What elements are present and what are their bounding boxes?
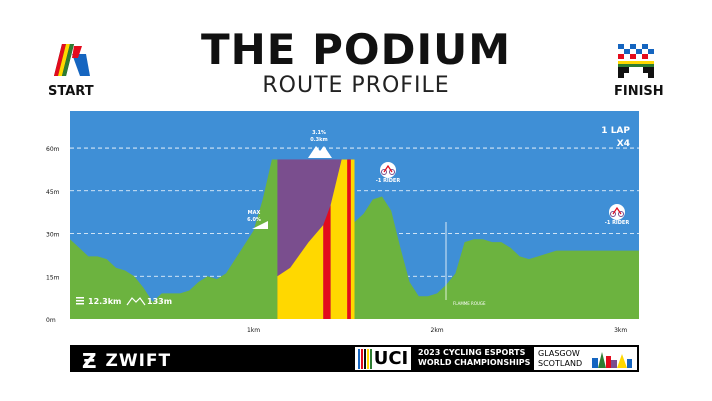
distance-value: 12.3km <box>88 297 121 306</box>
mountain-icon <box>308 146 332 158</box>
climb-red-section <box>323 205 331 319</box>
max-grade: 6.0% <box>247 217 261 223</box>
route-title: THE PODIUM <box>201 25 511 74</box>
y-tick-label: 15m <box>46 274 60 281</box>
route-profile-chart: 0m 15m 30m 45m 60m 1km 2km 3km 1 LAP X4 3.1% 0… <box>46 111 639 334</box>
rider-drop-label-1: -1 RIDER <box>376 178 401 184</box>
uci-wordmark: UCI <box>373 348 409 369</box>
x-tick-label: 1km <box>247 327 260 334</box>
uci-logo: UCI <box>355 347 411 370</box>
route-subtitle: ROUTE PROFILE <box>262 73 450 98</box>
glasgow-line-2: SCOTLAND <box>538 359 583 368</box>
summit-grade: 3.1% <box>312 130 326 136</box>
finish-label: FINISH <box>614 84 664 99</box>
distance-icon <box>76 297 84 305</box>
x-tick-label: 2km <box>431 327 444 334</box>
climb-yellow-section <box>277 224 324 319</box>
zwift-wordmark: ZWIFT <box>105 351 172 371</box>
x-tick-label: 3km <box>614 327 627 334</box>
climb-red-section <box>347 159 351 319</box>
start-label: START <box>48 84 94 99</box>
championship-line-2: WORLD CHAMPIONSHIPS <box>418 358 531 367</box>
glasgow-skyline-icon <box>592 352 632 368</box>
y-tick-label: 45m <box>46 189 60 196</box>
elevation-value: 133m <box>147 297 172 306</box>
rider-drop-label-2: -1 RIDER <box>605 220 630 226</box>
elevation-icon <box>126 297 146 306</box>
y-tick-label: 30m <box>46 232 60 239</box>
cyclist-icon <box>609 204 625 220</box>
glasgow-line-1: GLASGOW <box>538 349 580 358</box>
summit-length: 0.3km <box>310 137 327 143</box>
gradient-icon <box>252 221 268 229</box>
zwift-logo: Ƶ ZWIFT <box>82 349 171 373</box>
start-logo-icon <box>54 44 90 76</box>
y-tick-label: 0m <box>46 317 56 324</box>
glasgow-text: GLASGOW SCOTLAND <box>538 349 582 369</box>
finish-flag-icon <box>618 44 654 78</box>
zwift-z-icon: Ƶ <box>82 349 98 373</box>
y-tick-label: 60m <box>46 146 60 153</box>
championship-line-1: 2023 CYCLING ESPORTS <box>418 348 526 357</box>
championship-title: 2023 CYCLING ESPORTS WORLD CHAMPIONSHIPS <box>418 348 530 368</box>
laps-multiplier: X4 <box>617 139 630 149</box>
rainbow-stripes-icon <box>357 348 372 369</box>
cyclist-icon <box>380 162 396 178</box>
max-label: MAX <box>248 210 261 216</box>
glasgow-logo: GLASGOW SCOTLAND <box>534 347 637 370</box>
laps-label: 1 LAP <box>601 126 630 136</box>
flamme-rouge-label: FLAMME ROUGE <box>453 301 486 306</box>
sponsor-bar: Ƶ ZWIFT UCI 2023 CYCLING ESPORTS WORLD C… <box>70 345 639 373</box>
